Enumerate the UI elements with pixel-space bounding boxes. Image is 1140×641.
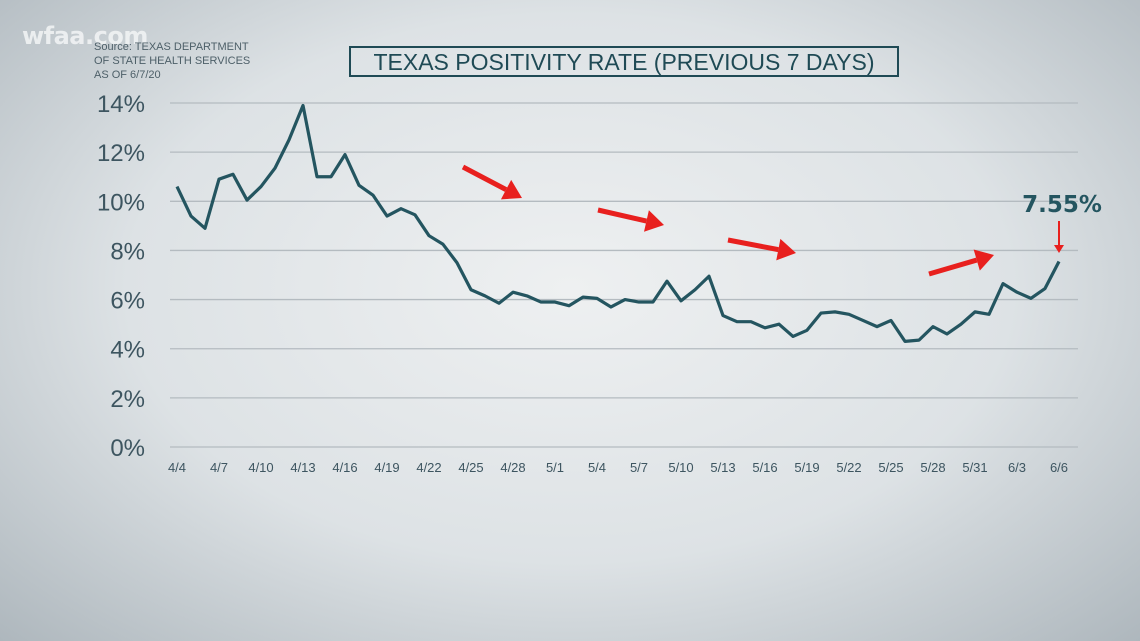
series-line bbox=[175, 103, 1061, 343]
x-tick-label: 5/1 bbox=[546, 460, 564, 475]
y-tick-label: 12% bbox=[97, 140, 145, 167]
source-line: OF STATE HEALTH SERVICES bbox=[94, 55, 251, 67]
x-tick-label: 4/7 bbox=[210, 460, 228, 475]
y-tick-label: 0% bbox=[110, 435, 145, 462]
x-tick-label: 4/13 bbox=[290, 460, 315, 475]
source-note: Source: TEXAS DEPARTMENT OF STATE HEALTH… bbox=[94, 40, 250, 82]
y-tick-label: 4% bbox=[110, 337, 145, 364]
x-tick-label: 4/16 bbox=[332, 460, 357, 475]
last-value-label: 7.55% bbox=[1022, 192, 1102, 218]
x-tick-label: 6/3 bbox=[1008, 460, 1026, 475]
x-tick-label: 4/10 bbox=[248, 460, 273, 475]
y-tick-label: 10% bbox=[97, 189, 145, 216]
x-tick-label: 5/16 bbox=[752, 460, 777, 475]
x-tick-label: 5/7 bbox=[630, 460, 648, 475]
trend-arrow-head bbox=[776, 238, 796, 261]
x-tick-label: 5/31 bbox=[962, 460, 987, 475]
x-tick-label: 4/28 bbox=[500, 460, 525, 475]
y-tick-label: 6% bbox=[110, 288, 145, 315]
x-tick-label: 4/4 bbox=[168, 460, 186, 475]
x-tick-label: 5/25 bbox=[878, 460, 903, 475]
x-tick-label: 5/22 bbox=[836, 460, 861, 475]
trend-arrow-head bbox=[500, 179, 522, 200]
x-tick-label: 5/13 bbox=[710, 460, 735, 475]
trend-arrow bbox=[461, 164, 508, 192]
x-tick-label: 4/19 bbox=[374, 460, 399, 475]
x-tick-label: 4/22 bbox=[416, 460, 441, 475]
x-tick-label: 4/25 bbox=[458, 460, 483, 475]
y-tick-label: 2% bbox=[110, 386, 145, 413]
annotation-arrow-head bbox=[1054, 245, 1064, 253]
wfaa-logo: wfaa.com bbox=[22, 22, 148, 50]
y-tick-label: 14% bbox=[97, 91, 145, 118]
trend-arrow bbox=[928, 257, 978, 277]
trend-arrow bbox=[597, 207, 648, 224]
trend-arrow-head bbox=[644, 210, 664, 232]
y-tick-label: 8% bbox=[110, 238, 145, 265]
x-tick-label: 5/19 bbox=[794, 460, 819, 475]
x-tick-label: 5/10 bbox=[668, 460, 693, 475]
x-tick-label: 5/4 bbox=[588, 460, 606, 475]
source-line: Source: TEXAS DEPARTMENT bbox=[94, 41, 249, 53]
source-line: AS OF 6/7/20 bbox=[94, 69, 161, 81]
chart-title: TEXAS POSITIVITY RATE (PREVIOUS 7 DAYS) bbox=[349, 46, 899, 77]
trend-arrow-head bbox=[973, 249, 994, 271]
x-tick-label: 6/6 bbox=[1050, 460, 1068, 475]
trend-arrow bbox=[727, 237, 779, 253]
x-tick-label: 5/28 bbox=[920, 460, 945, 475]
